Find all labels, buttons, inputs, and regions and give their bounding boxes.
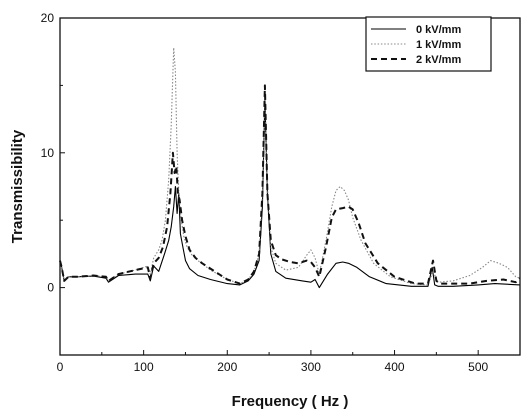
y-tick-label: 20	[41, 11, 55, 25]
series-line-2	[59, 84, 521, 285]
x-tick-label: 300	[301, 360, 321, 374]
legend-label-2: 2 kV/mm	[416, 54, 461, 66]
legend-box	[365, 16, 492, 72]
y-axis-title: Transmissibility	[9, 129, 26, 243]
y-tick-label: 10	[41, 146, 55, 160]
series-layer	[59, 47, 521, 289]
ticks-layer	[59, 17, 479, 356]
series-line-0	[59, 98, 521, 289]
tick-labels: 0 100 200 300 400 500 0 10 20	[41, 11, 489, 374]
x-tick-label: 200	[217, 360, 237, 374]
legend-label-0: 0 kV/mm	[416, 24, 461, 36]
x-axis-title: Frequency ( Hz )	[232, 393, 349, 410]
legend-label-1: 1 kV/mm	[416, 39, 461, 51]
y-tick-label: 0	[47, 281, 54, 295]
x-tick-label: 400	[385, 360, 405, 374]
x-tick-label: 100	[134, 360, 154, 374]
x-tick-label: 0	[57, 360, 64, 374]
series-line-1	[59, 47, 521, 286]
plot-frame	[59, 17, 521, 356]
x-tick-label: 500	[468, 360, 488, 374]
legend: 0 kV/mm 1 kV/mm 2 kV/mm	[365, 16, 492, 72]
